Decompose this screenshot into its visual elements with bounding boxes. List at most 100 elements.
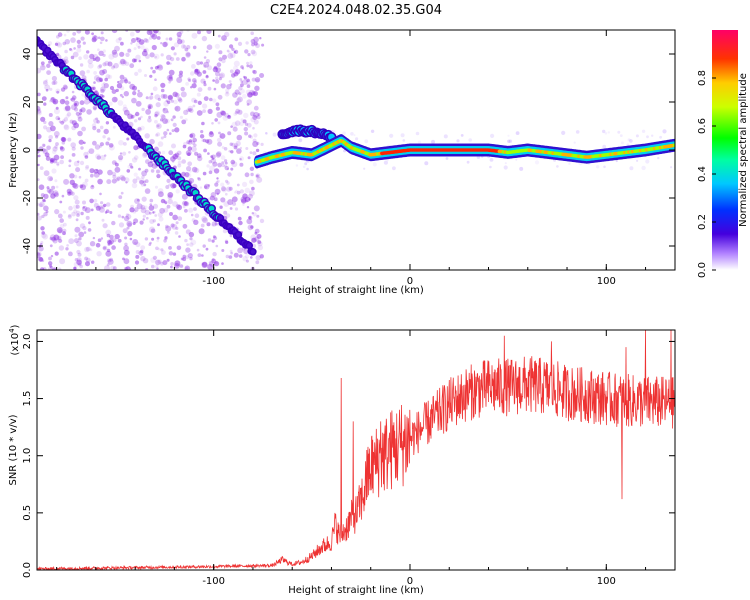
spectrogram-noise-point — [199, 186, 203, 189]
snr-marks — [37, 330, 675, 570]
spectrogram-noise-point — [117, 238, 122, 243]
spectrogram-noise-point — [641, 165, 646, 171]
spectrogram-noise-point — [223, 210, 228, 215]
spectrogram-noise-point — [155, 102, 161, 108]
spectrogram-noise-point — [112, 125, 116, 129]
spectrogram-noise-point — [202, 103, 208, 109]
spectrogram-noise-point — [216, 179, 220, 183]
spectrogram-noise-point — [77, 130, 83, 137]
spectrogram-noise-point — [107, 137, 111, 141]
spectrogram-noise-point — [163, 41, 169, 46]
spectrogram-noise-point — [119, 79, 124, 84]
spectrogram-noise-point — [110, 65, 115, 70]
spectrogram-noise-point — [534, 160, 540, 165]
spectrogram-noise-point — [179, 30, 184, 34]
spectrogram-noise-point — [150, 66, 154, 70]
spectrogram-noise-point — [144, 74, 147, 77]
spectrogram-noise-point — [209, 131, 214, 135]
spectrogram-noise-point — [140, 125, 145, 131]
spectrogram-noise-point — [237, 247, 244, 254]
spectrogram-noise-point — [136, 203, 143, 210]
spectrogram-noise-point — [116, 83, 123, 89]
spectrogram-noise-point — [77, 114, 82, 119]
spectrogram-noise-point — [246, 84, 251, 88]
spectrogram-noise-point — [244, 49, 249, 54]
spectrogram-noise-point — [137, 126, 142, 131]
spectrogram-noise-point — [145, 96, 149, 100]
spectrogram-noise-point — [212, 235, 216, 239]
spectrogram-noise-point — [170, 262, 174, 266]
spectrogram-noise-point — [71, 104, 77, 111]
spectrogram-noise-point — [37, 67, 42, 74]
spectrogram-noise-point — [65, 106, 71, 112]
spectrogram-noise-point — [224, 91, 230, 97]
spectrogram-noise-point — [251, 186, 255, 191]
spectrogram-noise-point — [66, 30, 70, 33]
spectrogram-noise-point — [140, 204, 146, 210]
spectrogram-noise-point — [107, 258, 112, 263]
spectrogram-noise-point — [251, 42, 255, 47]
spectrogram-noise-point — [154, 214, 158, 217]
spectrogram-noise-point — [102, 95, 105, 98]
spectrogram-noise-point — [84, 166, 89, 171]
spectrogram-noise-point — [213, 65, 218, 71]
spectrogram-noise-point — [53, 131, 60, 137]
spectrogram-noise-point — [216, 111, 223, 118]
spectrogram-noise-point — [134, 119, 138, 123]
spectrogram-noise-point — [166, 128, 170, 132]
spectrogram-noise-point — [304, 162, 308, 166]
spectrogram-noise-point — [73, 204, 78, 210]
y-tick-label: -40 — [22, 238, 33, 254]
spectrogram-noise-point — [66, 112, 72, 117]
spectrogram-noise-point — [149, 52, 155, 58]
spectrogram-noise-point — [231, 47, 235, 51]
spectrogram-noise-point — [177, 163, 182, 168]
spectrogram-noise-point — [73, 209, 78, 214]
spectrogram-noise-point — [302, 165, 306, 169]
spectrogram-noise-point — [153, 30, 158, 34]
spectrogram-noise-point — [92, 126, 97, 131]
spectrogram-noise-point — [120, 176, 126, 182]
spectrogram-noise-point — [49, 237, 53, 241]
spectrogram-noise-point — [124, 242, 128, 246]
spectrogram-noise-point — [201, 216, 208, 222]
spectrogram-noise-point — [63, 124, 70, 131]
spectrogram-noise-point — [184, 172, 190, 178]
spectrogram-noise-point — [415, 131, 420, 136]
spectrogram-noise-point — [219, 72, 226, 79]
spectrogram-noise-point — [135, 37, 139, 41]
spectrogram-noise-point — [215, 180, 219, 184]
spectrogram-noise-point — [62, 231, 66, 236]
spectrogram-noise-point — [174, 127, 180, 133]
spectrogram-noise-point — [102, 62, 107, 67]
spectrogram-noise-point — [102, 223, 108, 229]
spectrogram-noise-point — [168, 76, 174, 82]
spectrogram-noise-point — [165, 37, 169, 41]
spectrogram-noise-point — [43, 170, 50, 177]
spectrogram-noise-point — [141, 107, 145, 112]
spectrogram-noise-point — [214, 188, 221, 195]
spectrogram-noise-point — [153, 146, 159, 152]
spectrogram-noise-point — [203, 61, 210, 68]
spectrogram-noise-point — [124, 236, 128, 240]
spectrogram-noise-point — [118, 154, 124, 161]
spectrogram-noise-point — [184, 208, 188, 213]
spectrogram-noise-point — [249, 61, 253, 65]
colorbar-tick-label: 0.8 — [697, 70, 708, 86]
spectrogram-noise-point — [197, 87, 203, 92]
spectrogram-noise-point — [213, 236, 218, 241]
spectrogram-noise-point — [251, 91, 256, 96]
spectrogram-noise-point — [232, 126, 238, 132]
spectrogram-noise-point — [99, 142, 104, 147]
spectrogram-noise-point — [211, 223, 214, 227]
spectrogram-noise-point — [53, 154, 60, 161]
spectrogram-noise-point — [250, 116, 256, 123]
spectrogram-noise-point — [199, 61, 203, 65]
spectrogram-noise-point — [135, 100, 142, 107]
spectrogram-noise-point — [75, 111, 80, 116]
spectrogram-noise-point — [507, 139, 511, 143]
spectrogram-noise-point — [127, 222, 132, 228]
spectrogram-noise-point — [249, 166, 255, 171]
spectrogram-noise-point — [259, 73, 265, 78]
spectrogram-noise-point — [79, 223, 86, 229]
